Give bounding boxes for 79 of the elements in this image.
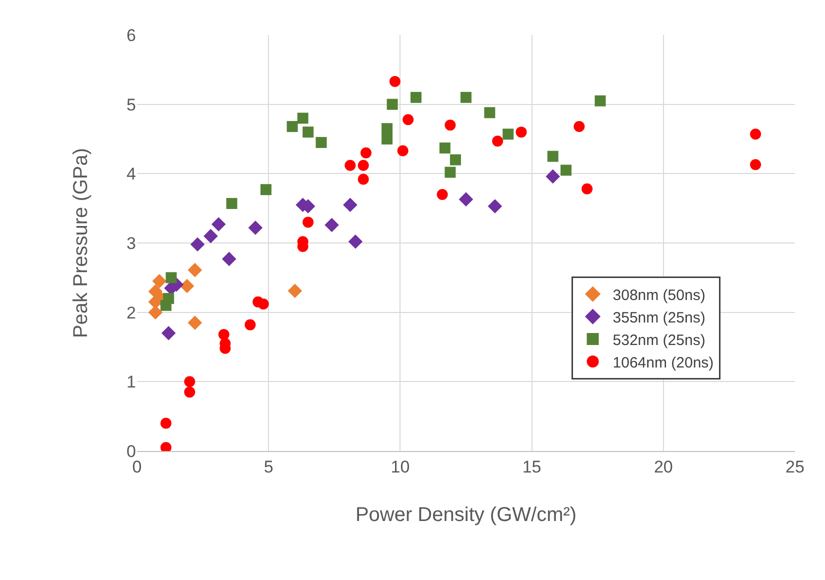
point [316, 136, 327, 148]
point [358, 160, 369, 171]
point [222, 252, 236, 266]
point [288, 284, 302, 298]
x-tick-label: 15 [522, 457, 542, 476]
point [458, 192, 474, 206]
y-tick-label: 3 [126, 234, 136, 253]
point [286, 121, 298, 132]
point [460, 92, 472, 103]
point [343, 198, 358, 212]
point [382, 123, 393, 134]
legend-label: 1064nm (20ns) [612, 354, 714, 372]
point [594, 95, 606, 106]
point [184, 386, 196, 398]
point [450, 154, 461, 166]
point [358, 174, 369, 185]
point [484, 107, 496, 118]
point [166, 272, 177, 284]
point [244, 319, 256, 330]
point [160, 418, 172, 429]
x-tick-label: 5 [264, 457, 274, 476]
point [750, 159, 762, 170]
point [750, 128, 762, 140]
y-tick-label: 2 [126, 303, 136, 322]
point [302, 126, 314, 138]
y-tick-label: 6 [126, 26, 136, 45]
point [582, 183, 593, 194]
point [502, 128, 514, 140]
point [386, 98, 398, 110]
point [218, 329, 230, 340]
point [488, 199, 502, 214]
y-tick-label: 4 [126, 164, 136, 184]
point [516, 126, 527, 138]
x-tick-label: 25 [786, 457, 804, 476]
point [397, 145, 408, 156]
legend-label: 355nm (25ns) [612, 309, 706, 326]
point [402, 114, 414, 126]
point [188, 262, 202, 278]
point [410, 92, 422, 103]
point [560, 164, 572, 176]
point [439, 142, 450, 154]
point [260, 184, 272, 196]
legend-label: 532nm (25ns) [612, 332, 706, 349]
point [184, 376, 196, 388]
x-tick-label: 10 [390, 457, 410, 476]
x-tick-label: 20 [654, 457, 673, 476]
point [444, 120, 456, 131]
point [389, 76, 400, 87]
point [248, 220, 263, 235]
y-tick-label: 5 [126, 95, 136, 114]
legend-label: 308nm (50ns) [612, 286, 706, 304]
point [190, 237, 205, 252]
y-axis-title: Peak Pressure (GPa) [70, 148, 92, 338]
point [302, 216, 314, 228]
point [211, 217, 226, 232]
y-tick-label: 0 [126, 442, 136, 461]
point [258, 298, 269, 310]
point [360, 147, 372, 158]
point [348, 234, 363, 249]
point [492, 136, 504, 147]
y-tick-label: 1 [126, 372, 136, 392]
point [547, 150, 558, 162]
point [152, 274, 167, 288]
point [382, 134, 393, 144]
point [574, 121, 585, 132]
point [436, 188, 448, 200]
point [226, 198, 238, 209]
point [161, 326, 176, 340]
point [324, 218, 339, 232]
point [180, 278, 194, 294]
point [546, 169, 560, 184]
point [163, 292, 174, 304]
point [344, 160, 356, 171]
point [444, 166, 456, 178]
x-axis-title: Power Density (GW/cm²) [355, 504, 577, 526]
point [297, 112, 308, 124]
point [204, 228, 218, 244]
point [188, 316, 202, 330]
point [148, 305, 163, 320]
